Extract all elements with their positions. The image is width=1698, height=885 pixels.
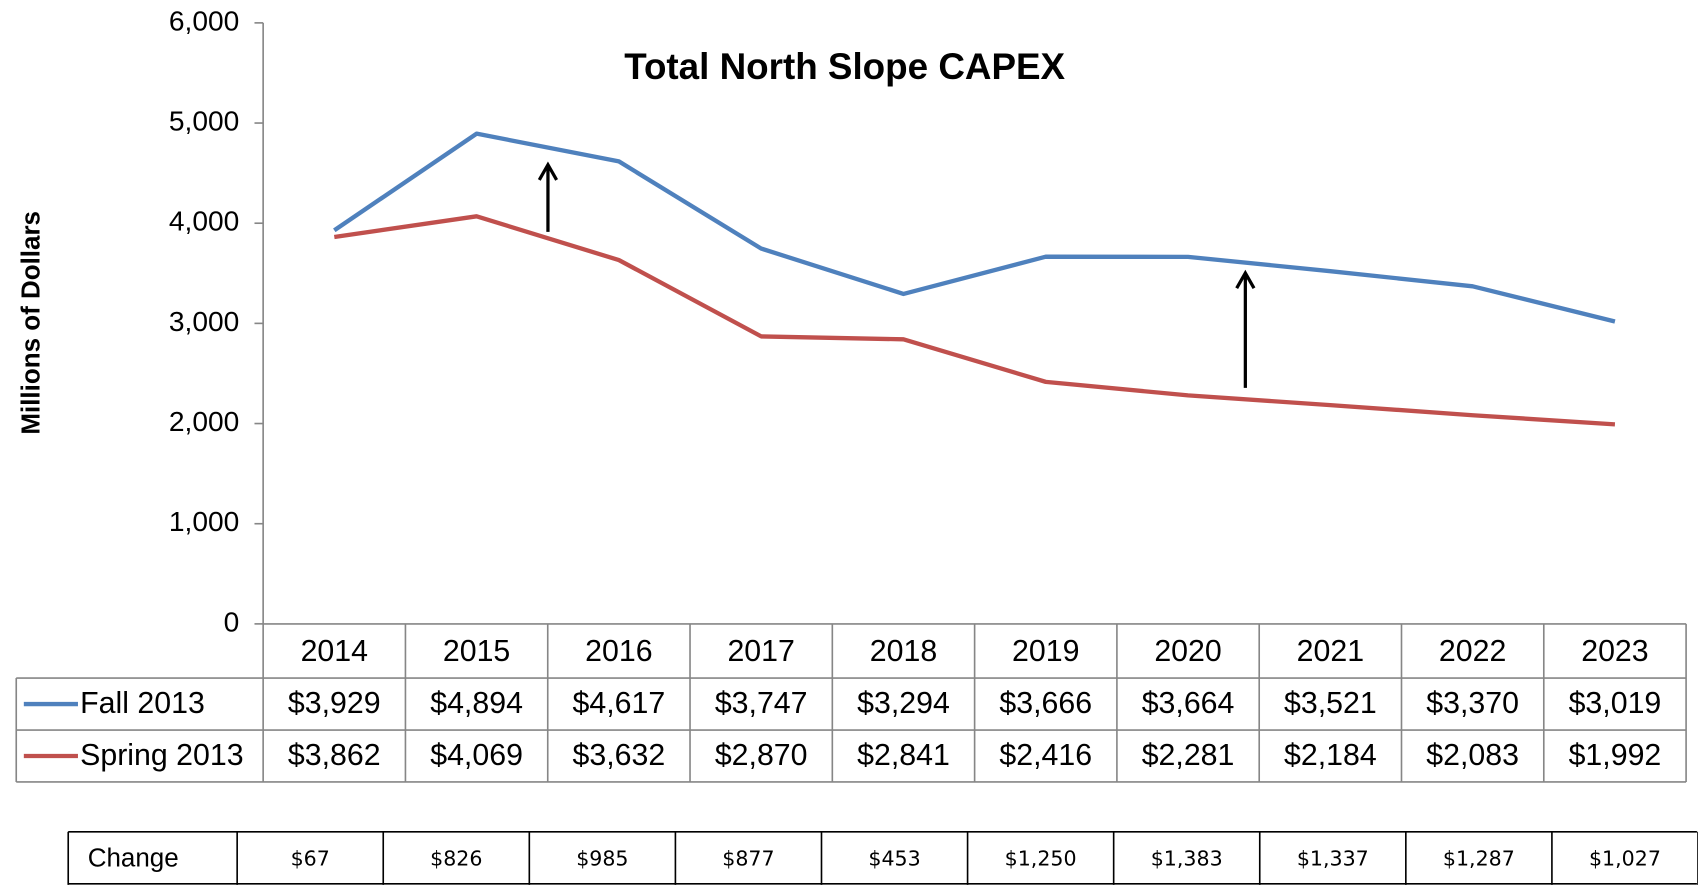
series-line bbox=[333, 214, 1616, 427]
table-value: $3,747 bbox=[715, 687, 808, 720]
x-tick-label: 2021 bbox=[1297, 635, 1364, 668]
change-value: $453 bbox=[868, 846, 920, 870]
change-value: $1,337 bbox=[1297, 846, 1369, 870]
table-value: $2,281 bbox=[1142, 739, 1235, 772]
legend-label: Fall 2013 bbox=[80, 687, 205, 720]
x-tick-label: 2016 bbox=[585, 635, 652, 668]
table-value: $4,894 bbox=[430, 687, 523, 720]
x-tick-label: 2023 bbox=[1581, 635, 1648, 668]
x-tick-label: 2018 bbox=[870, 635, 937, 668]
change-value: $1,287 bbox=[1443, 846, 1515, 870]
change-value: $1,383 bbox=[1151, 846, 1223, 870]
change-value: $826 bbox=[430, 846, 482, 870]
change-value: $985 bbox=[576, 846, 628, 870]
table-value: $3,294 bbox=[857, 687, 950, 720]
series-line bbox=[333, 131, 1616, 324]
change-value: $67 bbox=[291, 846, 330, 870]
y-tick-label: 4,000 bbox=[169, 206, 239, 237]
y-tick-label: 1,000 bbox=[169, 506, 239, 537]
y-tick-label: 2,000 bbox=[169, 406, 239, 437]
table-value: $3,019 bbox=[1569, 687, 1662, 720]
change-label: Change bbox=[88, 842, 179, 872]
x-tick-label: 2015 bbox=[443, 635, 510, 668]
table-value: $2,841 bbox=[857, 739, 950, 772]
table-value: $2,083 bbox=[1426, 739, 1519, 772]
table-value: $2,184 bbox=[1284, 739, 1377, 772]
x-tick-label: 2020 bbox=[1154, 635, 1221, 668]
table-value: $4,617 bbox=[573, 687, 666, 720]
table-value: $3,862 bbox=[288, 739, 381, 772]
table-value: $4,069 bbox=[430, 739, 523, 772]
y-tick-label: 5,000 bbox=[169, 105, 239, 136]
table-value: $3,664 bbox=[1142, 687, 1235, 720]
x-tick-label: 2017 bbox=[727, 635, 794, 668]
legend-label: Spring 2013 bbox=[80, 739, 243, 772]
y-axis-label: Millions of Dollars bbox=[15, 211, 45, 435]
table-value: $3,929 bbox=[288, 687, 381, 720]
arrow-head bbox=[1235, 269, 1256, 289]
x-tick-label: 2014 bbox=[301, 635, 368, 668]
y-tick-label: 6,000 bbox=[169, 5, 239, 36]
table-value: $2,870 bbox=[715, 739, 808, 772]
table-value: $1,992 bbox=[1569, 739, 1662, 772]
x-tick-label: 2022 bbox=[1439, 635, 1506, 668]
arrows bbox=[537, 161, 1256, 388]
change-value: $1,027 bbox=[1589, 846, 1661, 870]
chart-title: Total North Slope CAPEX bbox=[624, 46, 1065, 87]
table-value: $2,416 bbox=[999, 739, 1092, 772]
table-value: $3,521 bbox=[1284, 687, 1377, 720]
arrow-head bbox=[537, 161, 559, 181]
table-value: $3,632 bbox=[573, 739, 666, 772]
x-tick-label: 2019 bbox=[1012, 635, 1079, 668]
change-value: $877 bbox=[722, 846, 774, 870]
table-value: $3,666 bbox=[999, 687, 1092, 720]
change-value: $1,250 bbox=[1005, 846, 1077, 870]
table-value: $3,370 bbox=[1426, 687, 1519, 720]
y-tick-label: 0 bbox=[224, 606, 240, 637]
y-tick-label: 3,000 bbox=[169, 306, 239, 337]
